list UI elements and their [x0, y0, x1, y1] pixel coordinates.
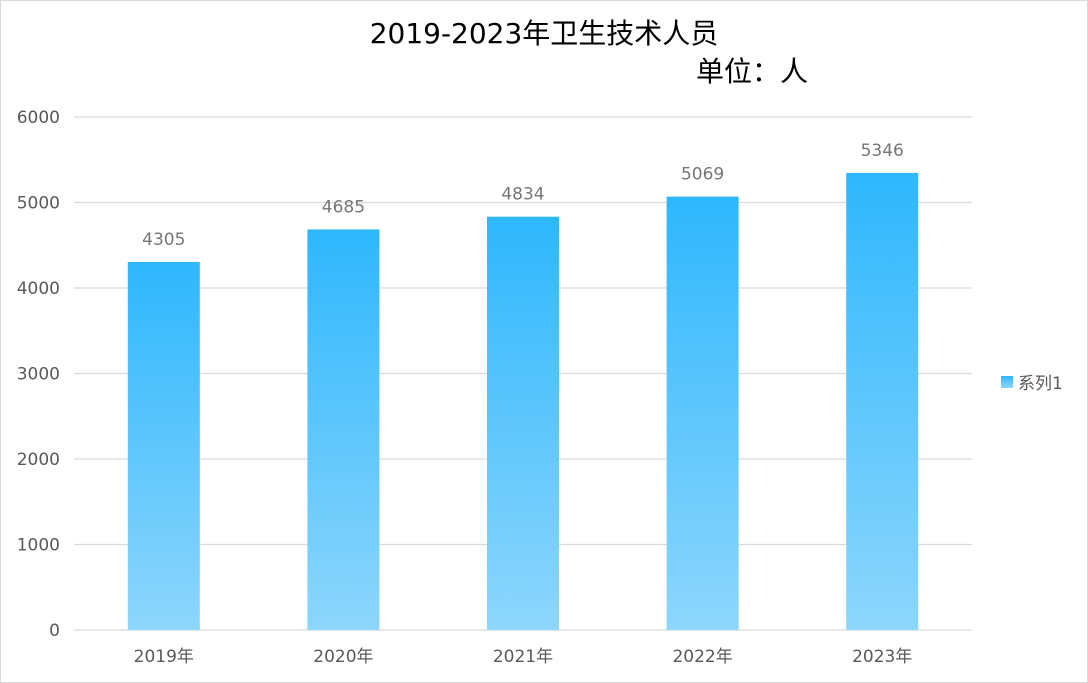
y-tick-label: 4000 — [17, 279, 60, 299]
x-tick-label: 2023年 — [852, 647, 912, 667]
y-tick-label: 2000 — [17, 450, 60, 470]
legend: 系列1 — [1001, 369, 1063, 394]
y-tick-label: 1000 — [17, 536, 60, 556]
data-label: 4305 — [142, 230, 185, 250]
x-tick-label: 2022年 — [672, 647, 732, 667]
data-label: 4834 — [501, 185, 544, 205]
legend-label: 系列1 — [1018, 374, 1063, 394]
y-tick-label: 0 — [49, 621, 60, 641]
bar — [487, 216, 559, 630]
x-tick-label: 2020年 — [313, 647, 373, 667]
data-label: 5346 — [861, 141, 904, 161]
chart-title: 2019-2023年卫生技术人员 — [369, 17, 719, 50]
y-tick-label: 5000 — [17, 194, 60, 214]
bar — [307, 229, 380, 630]
data-label: 4685 — [322, 197, 365, 217]
chart-subtitle: 单位：人 — [696, 55, 809, 88]
bar — [846, 172, 919, 631]
y-tick-label: 3000 — [17, 365, 60, 385]
x-tick-label: 2019年 — [134, 647, 194, 667]
y-tick-label: 6000 — [17, 108, 60, 128]
bar — [127, 261, 200, 630]
x-tick-label: 2021年 — [493, 647, 553, 667]
data-label: 5069 — [681, 165, 724, 185]
bar — [666, 196, 739, 630]
legend-swatch — [1001, 375, 1013, 388]
